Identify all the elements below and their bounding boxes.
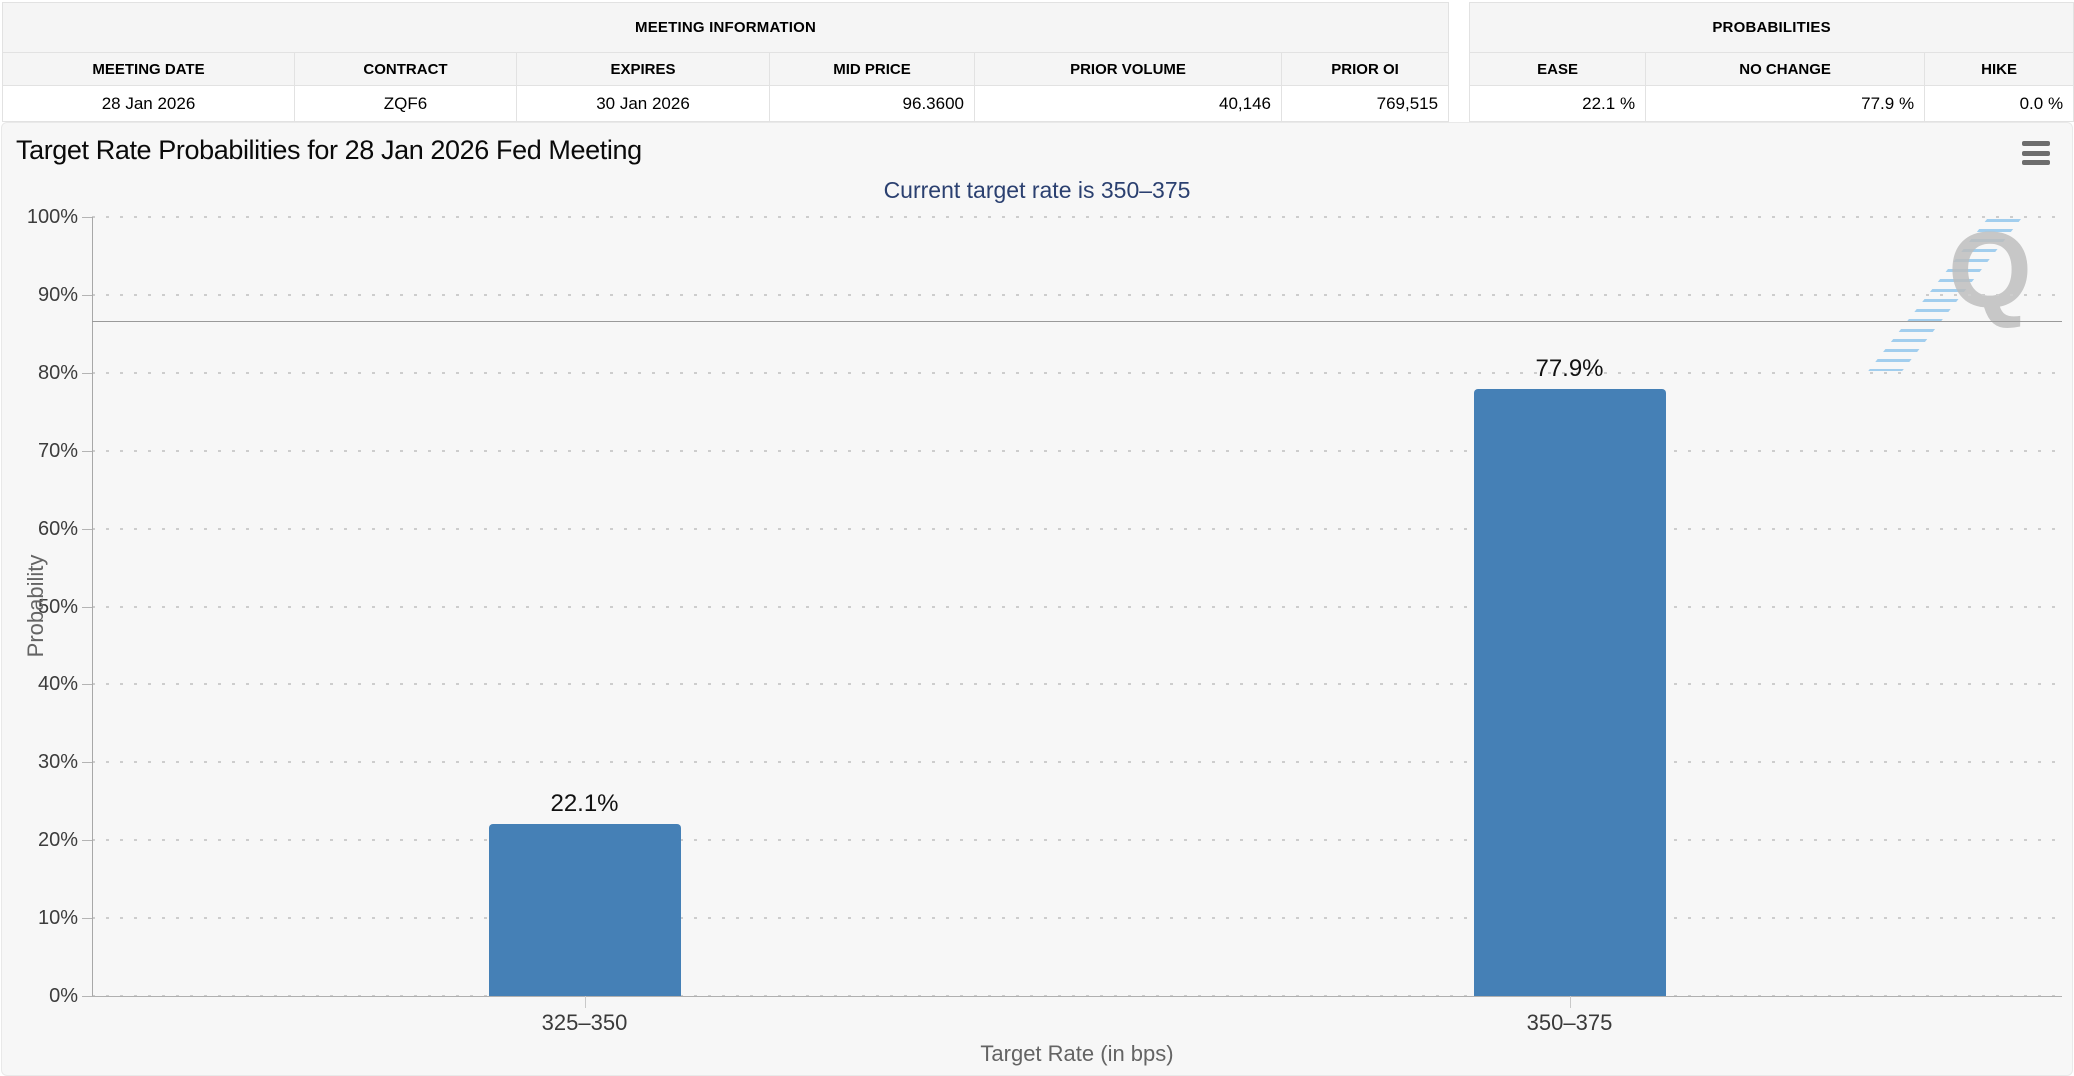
x-axis-title: Target Rate (in bps) (980, 1041, 1174, 1066)
meeting-date-value: 28 Jan 2026 (2, 85, 295, 122)
y-axis-line (92, 217, 93, 996)
y-axis-tick (82, 607, 92, 608)
expires-value: 30 Jan 2026 (516, 85, 770, 122)
y-gridline (92, 761, 2062, 763)
watermark-q-logo: Q (1948, 209, 2033, 330)
y-axis-tick (82, 684, 92, 685)
y-gridline (92, 606, 2062, 608)
col-meeting-date: MEETING DATE (2, 52, 295, 86)
summary-tables: MEETING INFORMATION MEETING DATE CONTRAC… (1, 2, 2074, 122)
y-gridline (92, 450, 2062, 452)
meeting-information-title: MEETING INFORMATION (1, 2, 1450, 53)
bar-value-label: 22.1% (550, 790, 619, 817)
y-axis-tick (82, 840, 92, 841)
y-tick-label: 0% (49, 985, 78, 1007)
y-gridline (92, 917, 2062, 919)
y-tick-label: 30% (37, 751, 78, 773)
col-expires: EXPIRES (516, 52, 770, 86)
y-axis-tick (82, 295, 92, 296)
y-tick-label: 100% (26, 206, 78, 228)
probabilities-row: 22.1 % 77.9 % 0.0 % (1469, 85, 2074, 122)
prior-oi-value: 769,515 (1280, 85, 1450, 122)
ease-value: 22.1 % (1469, 85, 1647, 122)
y-axis-title: Probability (23, 554, 48, 658)
x-tick-label: 325–350 (541, 1010, 628, 1035)
col-no-change: NO CHANGE (1645, 52, 1926, 86)
y-axis-tick (82, 918, 92, 919)
y-gridline (92, 372, 2062, 374)
y-tick-label: 70% (37, 440, 78, 462)
bar-value-label: 77.9% (1535, 355, 1604, 382)
bar-325-350[interactable] (489, 824, 681, 996)
x-tick-label: 350–375 (1526, 1010, 1613, 1035)
hamburger-icon (2022, 141, 2050, 146)
col-hike: HIKE (1924, 52, 2074, 86)
mid-price-value: 96.3600 (769, 85, 975, 122)
meeting-information-row: 28 Jan 2026 ZQF6 30 Jan 2026 96.3600 40,… (2, 85, 1450, 122)
y-tick-label: 10% (37, 907, 78, 929)
y-tick-label: 80% (37, 362, 78, 384)
chart-context-menu-button[interactable] (2022, 141, 2050, 165)
y-tick-label: 50% (37, 596, 78, 618)
hamburger-icon (2022, 150, 2050, 156)
meeting-information-table: MEETING INFORMATION MEETING DATE CONTRAC… (1, 2, 1450, 122)
y-axis-tick (82, 373, 92, 374)
y-tick-label: 90% (37, 284, 78, 306)
plot-area: 0% 10% 20% 30% 40% 50% 60% 70% 80% 90% 100% 22.1% 32… (2, 123, 2072, 1075)
chart-subtitle: Current target rate is 350–375 (883, 177, 1191, 203)
col-prior-volume: PRIOR VOLUME (974, 52, 1282, 86)
reference-line (92, 321, 2062, 322)
y-gridline (92, 528, 2062, 530)
col-ease: EASE (1469, 52, 1647, 86)
hamburger-icon (2022, 160, 2050, 165)
col-mid-price: MID PRICE (769, 52, 975, 86)
probabilities-table: PROBABILITIES EASE NO CHANGE HIKE 22.1 %… (1469, 2, 2074, 122)
x-axis-tick (1570, 996, 1571, 1008)
y-axis-tick (82, 762, 92, 763)
prior-volume-value: 40,146 (974, 85, 1282, 122)
no-change-value: 77.9 % (1645, 85, 1926, 122)
bar-350-375[interactable] (1474, 389, 1666, 996)
y-axis-tick (82, 451, 92, 452)
y-tick-label: 60% (37, 518, 78, 540)
y-gridline (92, 839, 2062, 841)
y-axis-tick (82, 996, 92, 997)
y-tick-label: 40% (37, 673, 78, 695)
chart-panel: Target Rate Probabilities for 28 Jan 202… (1, 122, 2073, 1076)
y-axis-tick (82, 217, 92, 218)
x-axis-line (92, 996, 2062, 997)
hike-value: 0.0 % (1924, 85, 2074, 122)
y-tick-label: 20% (37, 829, 78, 851)
y-axis-tick (82, 529, 92, 530)
y-gridline (92, 294, 2062, 296)
contract-value: ZQF6 (294, 85, 517, 122)
chart-title: Target Rate Probabilities for 28 Jan 202… (16, 135, 642, 165)
col-prior-oi: PRIOR OI (1280, 52, 1450, 86)
x-axis-tick (585, 996, 586, 1008)
probabilities-title: PROBABILITIES (1469, 2, 2074, 53)
y-gridline (92, 216, 2062, 218)
y-gridline (92, 683, 2062, 685)
col-contract: CONTRACT (294, 52, 517, 86)
